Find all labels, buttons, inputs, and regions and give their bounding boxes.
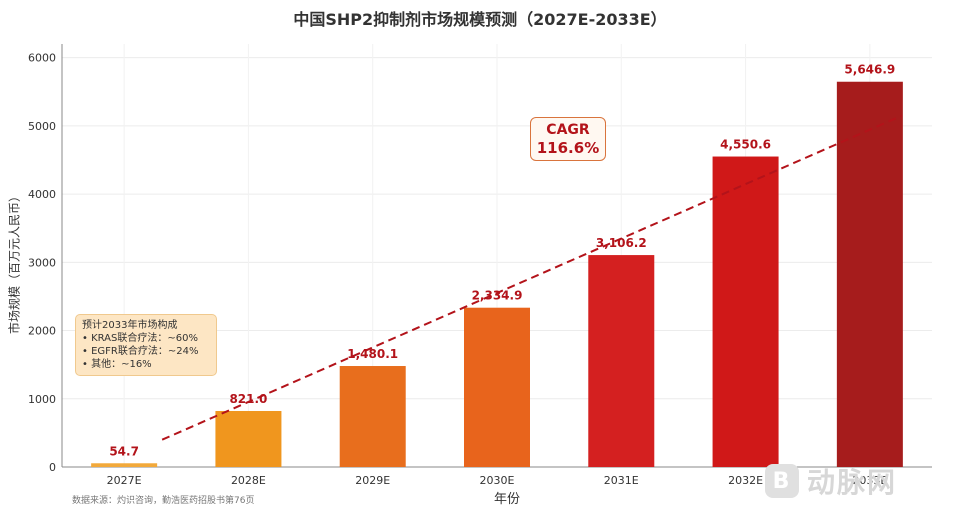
bar-value-label: 1,480.1 [347,347,398,361]
y-axis-label: 市场规模（百万元人民币） [7,189,22,335]
x-tick-label: 2027E [107,474,142,487]
bar [712,156,779,467]
bar [588,255,655,467]
composition-item: • KRAS联合疗法：~60% [82,333,198,344]
x-tick-label: 2029E [355,474,390,487]
composition-note: 预计2033年市场构成 • KRAS联合疗法：~60% • EGFR联合疗法：~… [75,314,217,376]
y-tick-label: 1000 [28,393,56,406]
composition-item: • EGFR联合疗法：~24% [82,346,199,357]
y-tick-label: 3000 [28,256,56,269]
x-tick-label: 2032E [728,474,763,487]
trend-line [161,114,903,441]
watermark-logo-icon: B [765,464,799,498]
cagr-annotation: CAGR 116.6% [530,117,606,161]
cagr-value: 116.6% [536,139,600,157]
bar [339,366,406,467]
x-tick-label: 2030E [480,474,515,487]
y-tick-label: 4000 [28,188,56,201]
bar [836,81,903,468]
watermark: B 动脉网 [765,461,897,501]
watermark-text: 动脉网 [807,466,898,499]
bar-value-label: 5,646.9 [844,63,895,77]
bar-value-label: 821.0 [229,392,267,406]
x-tick-label: 2028E [231,474,266,487]
y-tick-label: 5000 [28,120,56,133]
bar [91,463,158,467]
composition-item: • 其他：~16% [82,359,152,370]
x-tick-label: 2033E [852,474,887,487]
source-note: 数据来源：灼识咨询，勤浩医药招股书第76页 [72,496,255,506]
bar [215,410,282,467]
bar-value-label: 54.7 [109,444,139,458]
bar-value-label: 3,106.2 [596,236,647,250]
y-tick-label: 0 [49,461,56,474]
x-axis-label: 年份 [493,492,521,507]
cagr-label: CAGR [546,122,590,138]
x-tick-label: 2031E [604,474,639,487]
chart-title: 中国SHP2抑制剂市场规模预测（2027E-2033E） [293,10,667,29]
bar [464,307,530,467]
composition-title: 预计2033年市场构成 [82,320,178,331]
bar-value-label: 4,550.6 [720,138,771,152]
bar-value-label: 2,334.9 [472,289,523,303]
y-tick-label: 6000 [28,52,56,65]
y-tick-label: 2000 [28,325,56,338]
